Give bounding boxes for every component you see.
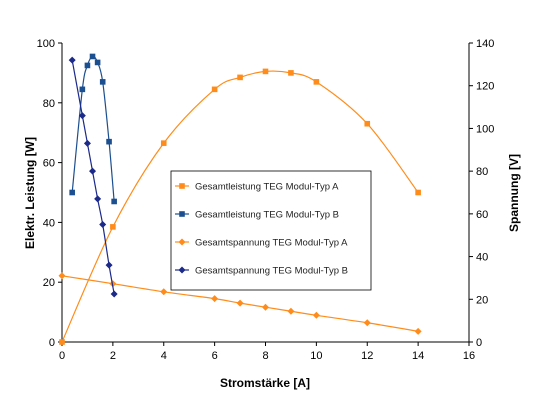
data-point [364,120,371,127]
x-tick-label: 12 [361,350,373,362]
legend-entry: Gesamtspannung TEG Modul-Typ B [175,266,348,277]
data-point [106,138,112,145]
data-point [78,112,86,120]
data-point [160,288,168,296]
y2-tick-label: 0 [476,337,482,349]
legend-entries: Gesamtleistung TEG Modul-Typ A Gesamtleis… [175,182,348,277]
series-0 [59,68,421,345]
x-tick-label: 10 [310,350,322,362]
data-point [83,139,91,147]
data-point [105,261,113,269]
series-line [71,55,115,202]
y2-tick-label: 120 [476,81,494,93]
y2-tick-label: 60 [476,209,488,221]
y-tick-label: 0 [49,337,55,349]
legend-entry: Gesamtleistung TEG Modul-Typ A [175,182,339,193]
y2-tick-label: 80 [476,166,488,178]
data-point [312,311,320,319]
ticks: 0 2 4 6 8 10 12 14 16020406080100020406080100120… [37,38,495,362]
y2-tick-label: 40 [476,252,488,264]
data-point [111,198,117,205]
data-point [313,79,320,85]
data-point [79,86,86,93]
data-point [288,70,294,76]
data-point [363,319,371,327]
series-2 [58,272,422,335]
y-tick-label: 40 [43,217,55,229]
legend-label: Gesamtspannung TEG Modul-Typ B [195,266,348,277]
data-point [69,189,75,196]
legend-marker [178,266,186,274]
left-axis-title: Elektr. Leistung [W] [23,137,37,249]
data-point [58,272,66,280]
data-point [59,339,65,345]
legend-label: Gesamtleistung TEG Modul-Typ B [195,210,339,221]
y-tick-label: 20 [43,277,55,289]
data-point [110,290,118,298]
data-point [287,307,295,315]
y2-tick-label: 20 [476,294,488,306]
y-tick-label: 80 [43,98,55,110]
series-line [61,275,419,332]
data-point [99,221,107,229]
legend-marker [179,211,185,217]
data-point [160,140,167,146]
legend-label: Gesamtspannung TEG Modul-Typ A [195,238,348,249]
data-point [211,86,218,93]
data-point [99,79,106,85]
x-tick-label: 14 [412,350,424,362]
data-point [84,62,91,69]
legend-entry: Gesamtspannung TEG Modul-Typ A [175,238,348,249]
series-1 [69,53,117,205]
x-tick-label: 0 [59,350,65,362]
data-point [262,303,269,311]
legend: Gesamtleistung TEG Modul-Typ A Gesamtleis… [170,170,372,291]
data-point [89,53,96,60]
legend-marker [178,238,186,246]
data-point [415,189,421,196]
legend-marker [179,183,185,189]
data-point [110,224,116,230]
y2-tick-label: 140 [476,38,494,50]
x-tick-label: 16 [463,350,475,362]
data-point [237,74,243,81]
data-point [236,299,244,307]
series-line [71,59,115,295]
x-tick-label: 6 [212,350,218,362]
data-point [94,195,102,203]
y-tick-label: 60 [43,158,55,170]
data-point [262,68,269,75]
y-tick-label: 100 [37,38,55,50]
x-tick-label: 2 [110,350,116,362]
y2-tick-label: 100 [476,123,494,135]
data-point [94,59,101,66]
data-point [68,56,76,64]
x-tick-label: 8 [262,350,268,362]
data-point [211,295,219,303]
legend-box [170,170,372,291]
x-tick-label: 4 [161,350,167,362]
series [58,53,422,345]
legend-entry: Gesamtleistung TEG Modul-Typ B [175,210,339,221]
series-line [61,70,419,343]
legend-label: Gesamtleistung TEG Modul-Typ A [195,182,339,193]
data-point [414,327,422,335]
data-point [89,167,97,175]
series-3 [68,56,118,298]
x-axis-title: Stromstärke [A] [220,376,310,390]
right-axis-title: Spannung [V] [507,154,521,232]
